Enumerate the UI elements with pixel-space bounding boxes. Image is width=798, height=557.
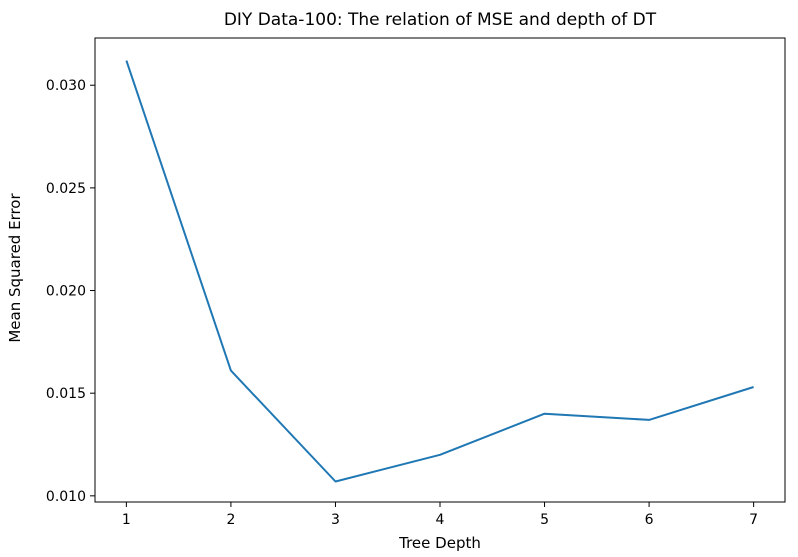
x-axis-label: Tree Depth	[398, 534, 481, 552]
x-tick-label: 1	[122, 512, 131, 528]
y-tick-label: 0.010	[46, 489, 86, 505]
series-line-mse	[125, 60, 754, 483]
y-tick-label: 0.015	[46, 386, 86, 402]
x-axis-ticks: 1 2 3 4 5 6 7	[122, 502, 758, 528]
data-point	[230, 370, 232, 372]
x-tick-label: 5	[540, 512, 549, 528]
y-axis-ticks: 0.010 0.015 0.020 0.025 0.030	[46, 78, 95, 505]
data-point	[334, 480, 336, 482]
series-layer	[125, 60, 754, 483]
chart-title: DIY Data-100: The relation of MSE and de…	[224, 10, 657, 30]
x-tick-label: 4	[436, 512, 445, 528]
y-tick-label: 0.030	[46, 78, 86, 94]
data-point	[544, 413, 546, 415]
data-point	[439, 454, 441, 456]
x-tick-label: 6	[645, 512, 654, 528]
y-axis-label: Mean Squared Error	[6, 193, 24, 343]
data-point	[753, 386, 755, 388]
plot-frame	[94, 37, 786, 503]
x-tick-label: 2	[226, 512, 235, 528]
y-tick-label: 0.020	[46, 284, 86, 300]
x-tick-label: 3	[331, 512, 340, 528]
data-point	[648, 419, 650, 421]
y-tick-label: 0.025	[46, 181, 86, 197]
x-tick-label: 7	[749, 512, 758, 528]
data-point	[125, 60, 127, 62]
